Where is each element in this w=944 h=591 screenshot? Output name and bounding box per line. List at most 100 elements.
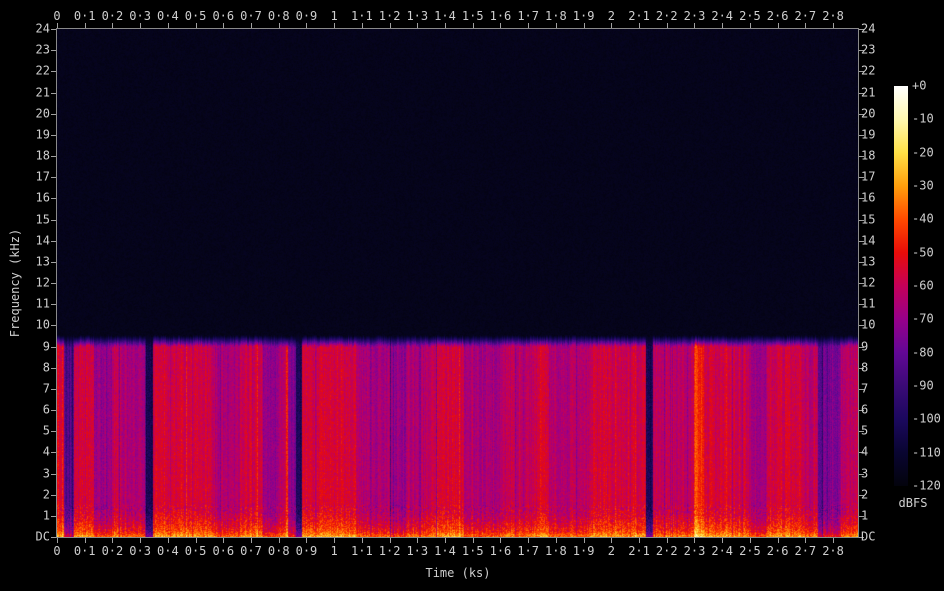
tick-mark: [195, 23, 197, 28]
y-tick-label-left: 7: [42, 381, 50, 396]
x-tick-label-bottom: 2·5: [739, 544, 761, 558]
tick-mark: [722, 538, 724, 543]
y-tick-label-left: DC: [35, 529, 50, 544]
y-tick-label-left: 16: [35, 190, 50, 205]
x-tick-label-top: 0·4: [157, 9, 179, 23]
tick-mark: [859, 346, 864, 348]
y-tick-label-right: 8: [861, 360, 869, 375]
tick-mark: [51, 198, 56, 200]
tick-mark: [112, 538, 114, 543]
x-tick-label-top: 1·1: [351, 9, 373, 23]
y-tick-label-left: 12: [35, 275, 50, 290]
x-tick-label-top: 1·6: [489, 9, 512, 23]
tick-mark: [611, 538, 613, 543]
tick-mark: [859, 494, 864, 496]
x-tick-label-top: 2: [607, 9, 615, 23]
x-tick-label-bottom: 2·4: [711, 544, 734, 558]
x-tick-label-bottom: 0·9: [295, 544, 318, 558]
y-tick-label-left: 23: [35, 42, 50, 57]
colorbar-tick-label: +0: [912, 78, 927, 93]
tick-mark: [555, 538, 557, 543]
spectrogram-canvas: [57, 29, 858, 537]
x-tick-label-top: 1: [330, 9, 338, 23]
tick-mark: [859, 325, 864, 327]
tick-mark: [84, 23, 86, 28]
x-tick-label-top: 0: [53, 9, 61, 23]
x-tick-label-top: 1·7: [517, 9, 540, 23]
tick-mark: [57, 538, 58, 543]
tick-mark: [251, 23, 252, 28]
x-tick-label-top: 0·1: [73, 9, 96, 23]
y-tick-label-right: DC: [861, 529, 876, 544]
tick-mark: [666, 538, 668, 543]
tick-mark: [84, 538, 86, 543]
y-tick-label-left: 4: [42, 444, 50, 459]
x-tick-label-top: 2·2: [655, 9, 678, 23]
tick-mark: [859, 240, 864, 242]
tick-mark: [51, 29, 56, 30]
tick-mark: [361, 538, 363, 543]
y-tick-label-left: 20: [35, 106, 50, 121]
x-tick-label-bottom: 2: [607, 544, 615, 558]
tick-mark: [278, 23, 280, 28]
tick-mark: [639, 23, 641, 28]
y-tick-label-right: 11: [861, 296, 876, 311]
y-tick-label-right: 21: [861, 85, 876, 99]
colorbar: [894, 86, 908, 486]
x-tick-label-bottom: 1·1: [351, 544, 373, 558]
colorbar-tick-label: -10: [912, 111, 934, 126]
plot-border: [56, 28, 859, 538]
tick-mark: [361, 23, 363, 28]
tick-mark: [859, 283, 864, 284]
tick-mark: [777, 538, 779, 543]
x-tick-label-top: 0·2: [101, 9, 124, 23]
x-tick-label-top: 2·6: [766, 9, 789, 23]
y-tick-label-right: 13: [861, 254, 876, 269]
y-tick-label-left: 2: [42, 487, 50, 502]
tick-mark: [167, 538, 169, 543]
x-tick-label-top: 0·3: [129, 9, 151, 23]
tick-mark: [777, 23, 779, 28]
x-tick-label-top: 2·8: [822, 9, 844, 23]
tick-mark: [859, 29, 864, 30]
x-tick-label-top: 1·2: [378, 9, 401, 23]
colorbar-unit-label: dBFS: [898, 496, 928, 510]
y-tick-label-right: 15: [861, 212, 876, 226]
y-tick-label-left: 18: [35, 148, 50, 163]
y-tick-label-right: 18: [861, 148, 876, 163]
x-tick-label-bottom: 1·2: [378, 544, 401, 558]
x-tick-label-top: 0·5: [184, 9, 207, 23]
tick-mark: [859, 198, 864, 200]
tick-mark: [805, 23, 807, 28]
x-tick-label-bottom: 0·8: [267, 544, 290, 558]
tick-mark: [278, 538, 280, 543]
x-tick-label-top: 1·3: [406, 9, 429, 23]
y-tick-label-left: 17: [35, 169, 50, 184]
y-tick-label-right: 14: [861, 233, 876, 248]
colorbar-tick-label: -60: [912, 278, 934, 293]
y-tick-label-left: 21: [35, 85, 50, 99]
tick-mark: [859, 388, 864, 390]
tick-mark: [722, 23, 724, 28]
tick-mark: [51, 113, 56, 115]
x-tick-label-bottom: 2·3: [683, 544, 706, 558]
tick-mark: [51, 367, 56, 369]
x-tick-label-top: 0·7: [240, 9, 262, 23]
tick-mark: [445, 23, 447, 28]
tick-mark: [859, 431, 864, 433]
tick-mark: [749, 23, 751, 28]
tick-mark: [500, 538, 502, 543]
colorbar-tick-label: -70: [912, 311, 934, 326]
y-tick-label-left: 1: [42, 508, 50, 523]
tick-mark: [583, 538, 585, 543]
y-tick-label-right: 6: [861, 402, 869, 417]
tick-mark: [51, 325, 56, 327]
x-tick-label-bottom: 1·7: [517, 544, 540, 558]
colorbar-tick-label: -50: [912, 245, 934, 260]
tick-mark: [251, 538, 252, 543]
x-tick-label-top: 1·9: [572, 9, 595, 23]
x-tick-label-top: 1·4: [434, 9, 456, 23]
y-tick-label-right: 23: [861, 42, 876, 57]
y-tick-label-right: 10: [861, 317, 876, 332]
